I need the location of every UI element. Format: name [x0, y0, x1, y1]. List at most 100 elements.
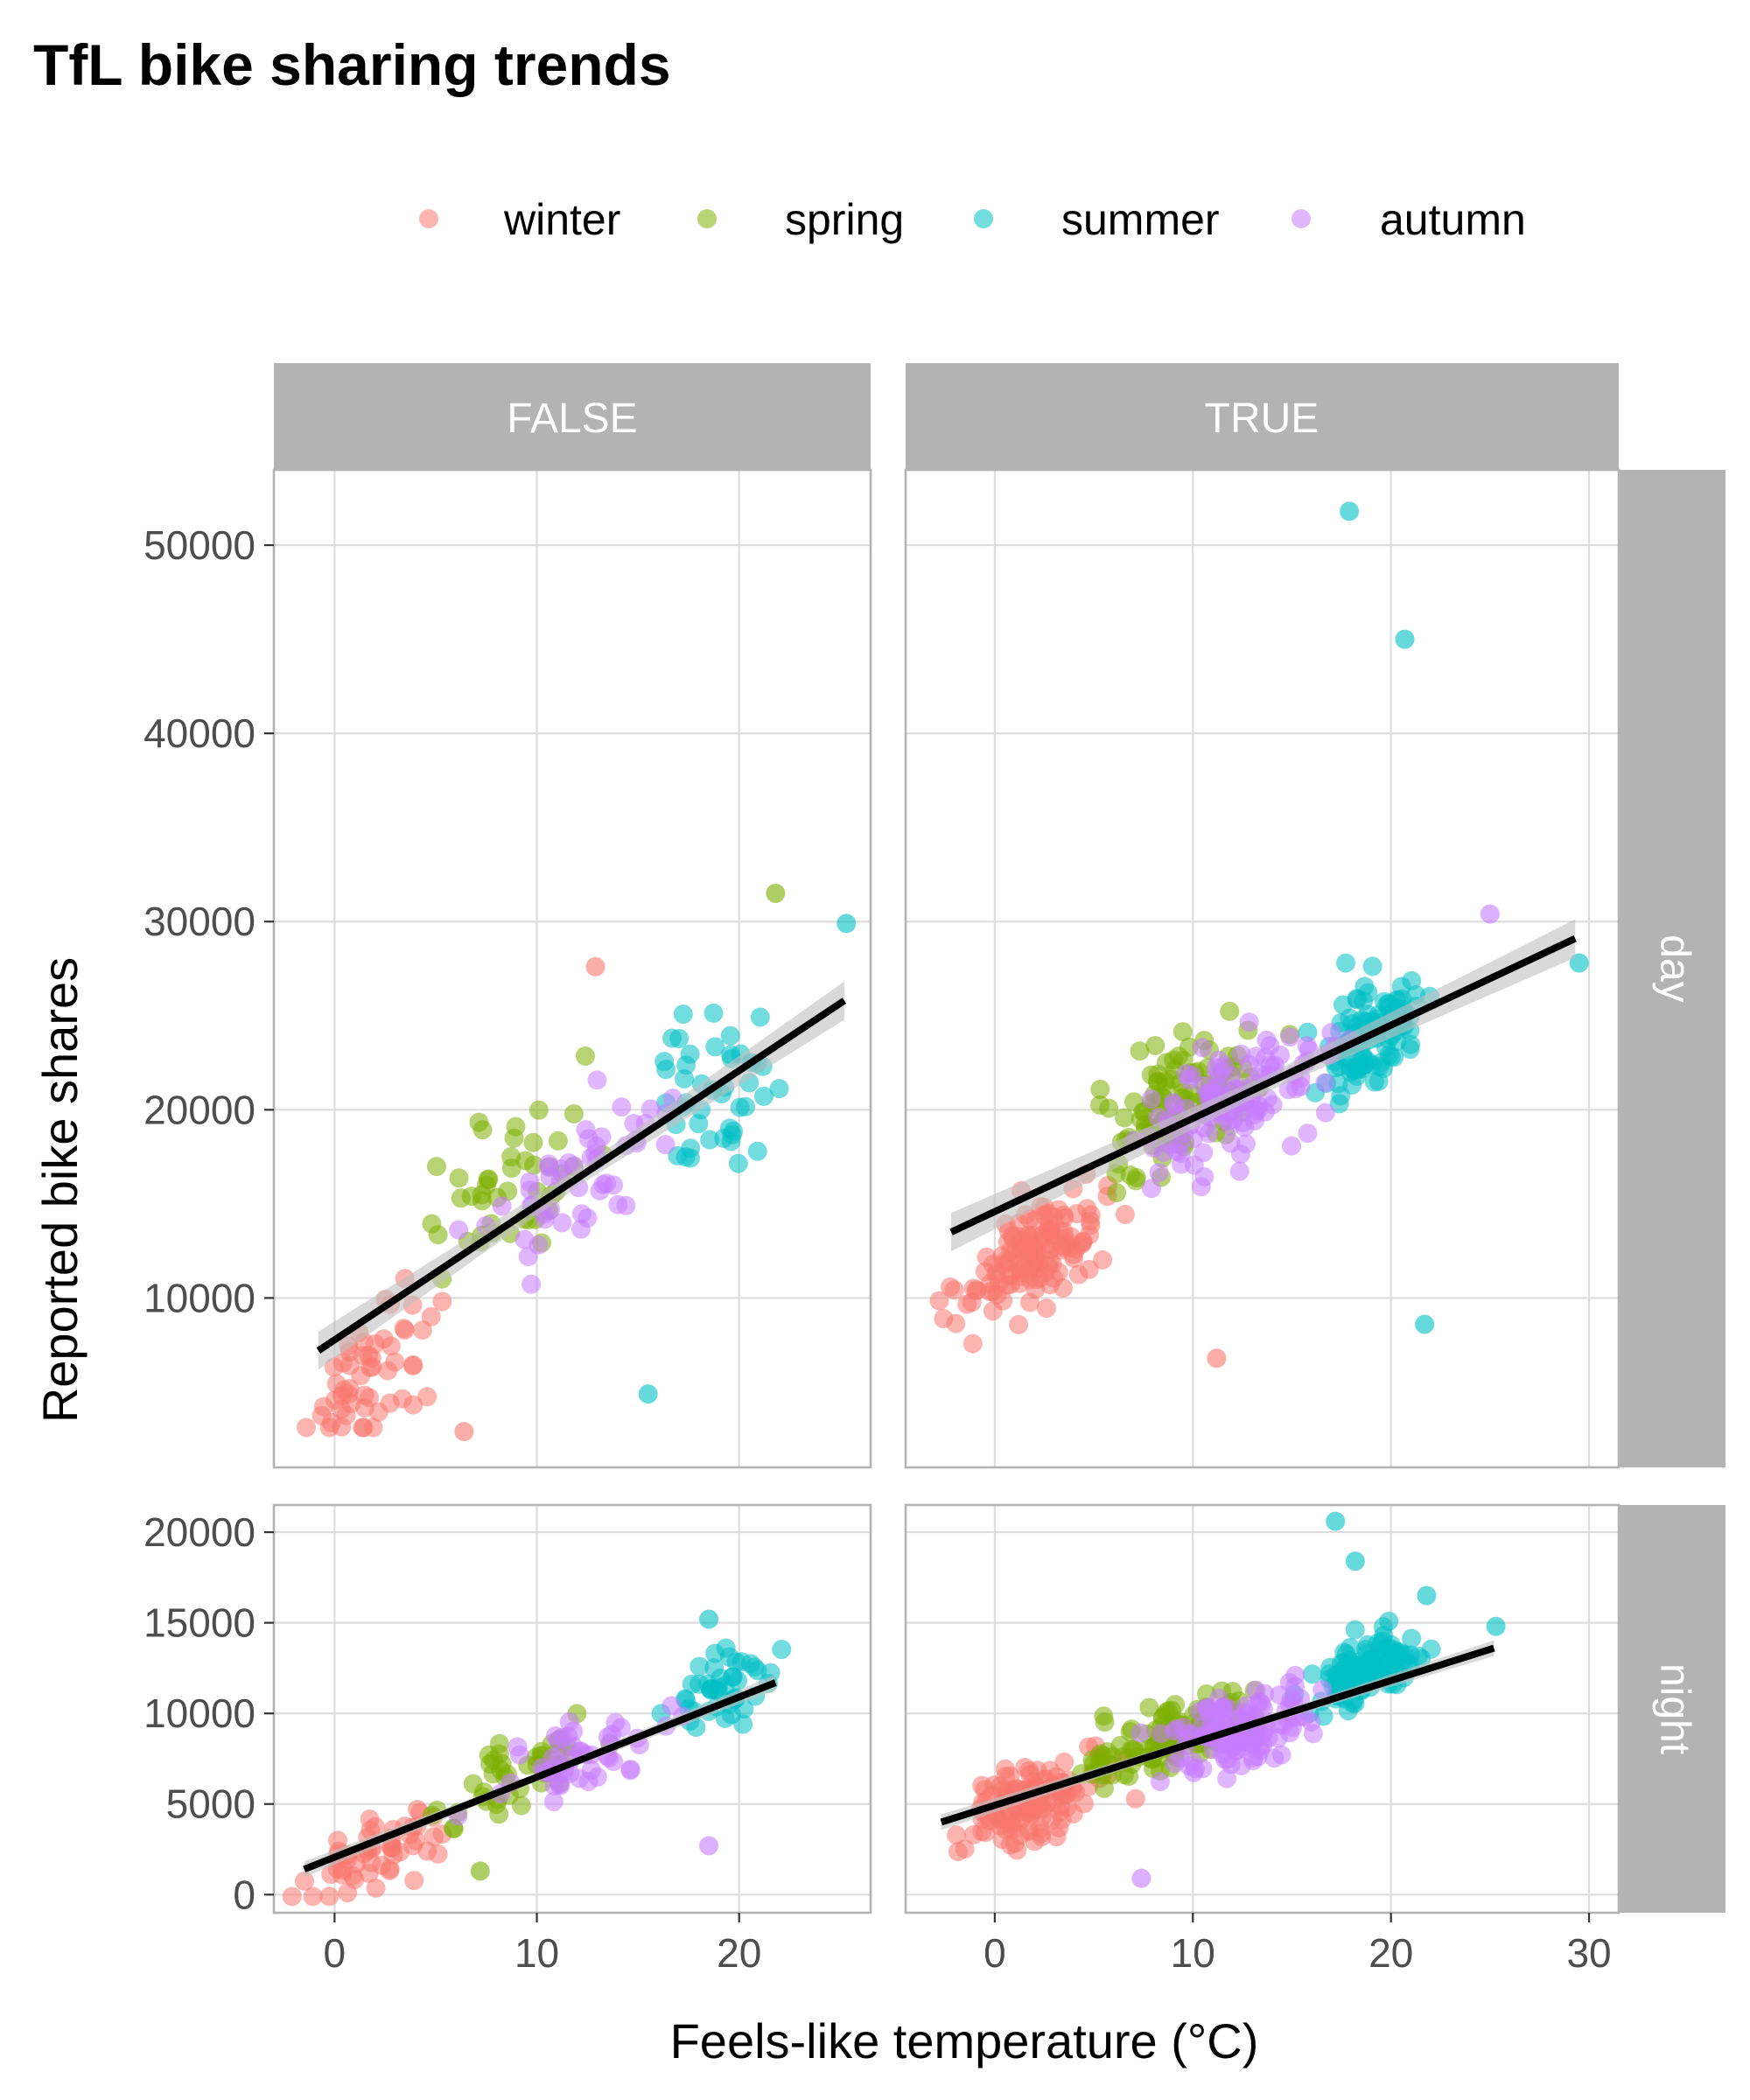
x-tick-label: 20 [717, 1930, 761, 1976]
point-spring [1119, 1766, 1139, 1786]
point-summer [1331, 1086, 1351, 1106]
strip-col-true-bg [906, 363, 1619, 470]
point-winter [294, 1871, 314, 1891]
point-spring [1114, 1108, 1134, 1128]
point-winter [359, 1863, 379, 1883]
point-summer [723, 1667, 743, 1687]
point-autumn [1298, 1124, 1318, 1144]
point-winter [407, 1800, 427, 1820]
point-summer [705, 1643, 725, 1663]
point-autumn [1150, 1772, 1170, 1792]
point-winter [360, 1357, 381, 1377]
point-autumn [1166, 1141, 1186, 1161]
point-winter [1032, 1799, 1053, 1819]
point-spring [506, 1116, 526, 1137]
y-tick-label: 20000 [144, 1087, 256, 1132]
y-tick-label: 10000 [144, 1690, 256, 1736]
y-tick-label: 10000 [144, 1275, 256, 1320]
x-axis-ticks: 0 10 20 0 10 20 30 [324, 1913, 1612, 1976]
point-winter [1073, 1231, 1093, 1251]
point-winter [929, 1291, 949, 1311]
panel-border [904, 1503, 1620, 1914]
point-winter [983, 1282, 1003, 1302]
point-winter [1049, 1817, 1069, 1838]
point-summer [769, 1079, 789, 1099]
point-winter [333, 1860, 354, 1880]
point-spring [1139, 1698, 1159, 1718]
point-winter [326, 1374, 346, 1394]
point-summer [1376, 1037, 1396, 1057]
point-winter [412, 1320, 432, 1340]
fit-line [303, 1679, 777, 1873]
point-winter [1040, 1240, 1060, 1260]
y-tick-label: 0 [233, 1872, 256, 1917]
point-winter [296, 1418, 316, 1438]
point-winter [380, 1860, 400, 1880]
point-autumn [1203, 1740, 1223, 1760]
strip-col-false-bg [274, 363, 871, 470]
y-tick-label: 50000 [144, 522, 256, 568]
point-summer [654, 1052, 675, 1072]
point-summer [1336, 953, 1356, 973]
point-winter [1115, 1204, 1135, 1224]
points [929, 501, 1589, 1368]
point-spring [1165, 1695, 1185, 1715]
x-tick-label: 10 [514, 1930, 559, 1976]
point-autumn [611, 1718, 631, 1738]
point-winter [1003, 1816, 1023, 1836]
point-summer [1392, 989, 1412, 1009]
point-spring [766, 883, 786, 903]
y-tick-label: 30000 [144, 899, 256, 944]
fit-line [949, 934, 1577, 1236]
point-autumn [1180, 1070, 1200, 1090]
point-autumn [1480, 904, 1500, 924]
fit-line [940, 1644, 1495, 1826]
point-winter [1054, 1752, 1074, 1772]
point-autumn [1230, 1144, 1250, 1165]
x-tick-label: 0 [324, 1930, 346, 1976]
point-winter [1004, 1833, 1025, 1853]
point-autumn [620, 1760, 640, 1780]
point-spring [1094, 1706, 1114, 1726]
point-summer [699, 1609, 719, 1629]
point-summer [1368, 1071, 1389, 1091]
point-spring [564, 1104, 584, 1124]
point-summer [1415, 1314, 1435, 1334]
point-spring [1130, 1041, 1150, 1061]
point-spring [1107, 1183, 1127, 1203]
legend-label-winter: winter [503, 195, 620, 244]
point-spring [480, 1754, 500, 1774]
point-summer [690, 1656, 710, 1676]
point-winter [1025, 1831, 1045, 1852]
point-autumn [662, 1696, 682, 1716]
legend: winter spring summer autumn [419, 195, 1526, 244]
point-winter [432, 1292, 452, 1312]
point-autumn [1280, 1027, 1300, 1047]
point-winter [1080, 1211, 1100, 1231]
point-spring [472, 1191, 492, 1211]
point-autumn [1166, 1718, 1186, 1739]
point-winter [983, 1301, 1003, 1321]
chart-title: TfL bike sharing trends [33, 32, 671, 97]
point-autumn [1141, 1088, 1161, 1109]
point-autumn [1193, 1759, 1213, 1779]
point-autumn [520, 1172, 540, 1192]
point-summer [689, 1114, 709, 1134]
point-winter [454, 1422, 474, 1442]
point-spring [1220, 1001, 1240, 1021]
point-spring [451, 1188, 471, 1208]
x-tick-label: 10 [1171, 1930, 1215, 1976]
point-autumn [640, 1099, 661, 1119]
point-autumn [543, 1792, 564, 1812]
point-autumn [1250, 1736, 1270, 1756]
panel-true-day [904, 468, 1620, 1469]
point-summer [1326, 1511, 1346, 1531]
point-summer [733, 1714, 753, 1734]
point-summer [730, 1097, 750, 1117]
point-summer [638, 1384, 658, 1404]
legend-label-spring: spring [785, 195, 904, 244]
point-spring [426, 1157, 446, 1177]
point-summer [1486, 1616, 1506, 1636]
strip-col-true: TRUE [1205, 396, 1320, 442]
point-summer [705, 1037, 725, 1057]
